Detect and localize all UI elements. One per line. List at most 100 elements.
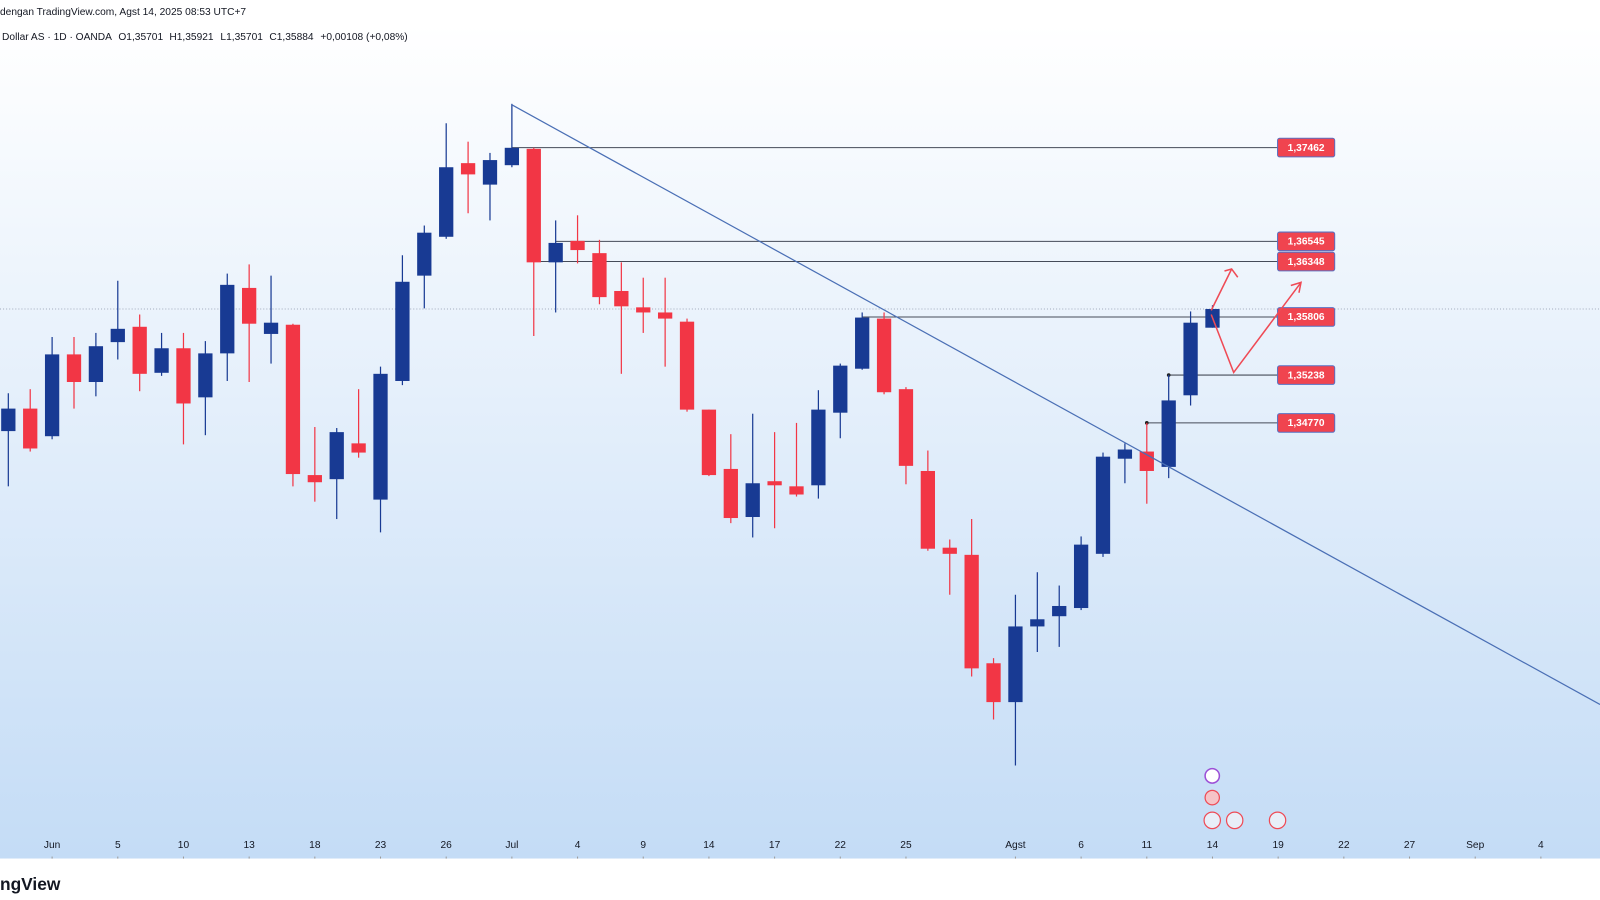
level-label-box (1277, 365, 1336, 385)
close-text: C1,35884 (269, 32, 314, 43)
x-tick-label: 9 (640, 840, 646, 851)
candle-body (745, 483, 760, 518)
candle-body (460, 163, 476, 175)
x-tick-label: 14 (1207, 840, 1219, 851)
x-tick-label: 6 (1078, 840, 1084, 851)
candle-body (329, 432, 344, 480)
event-icon[interactable] (1225, 811, 1244, 830)
plot-layer: Jun 5 10 13 18 23 26 Jul 4 9 14 17 22 25 Agst 6 11 14 19 22… (0, 103, 1600, 859)
candle-body (417, 232, 432, 276)
candle-body (723, 468, 738, 519)
level-label: 1,34770 (1288, 418, 1325, 429)
x-tick-label: Agst (1005, 840, 1026, 851)
x-tick-label: 19 (1272, 840, 1284, 851)
x-tick-label: 22 (1338, 840, 1350, 851)
x-tick-label: 23 (375, 840, 387, 851)
x-tick-label: 17 (769, 840, 781, 851)
arrow-head (1224, 268, 1239, 278)
candle-body (1030, 619, 1045, 627)
projection-arrow (1210, 268, 1233, 311)
level-label: 1,35806 (1288, 312, 1325, 323)
event-icon[interactable] (1203, 811, 1222, 830)
open-text: O1,35701 (118, 32, 163, 43)
level-label-box (1277, 251, 1336, 272)
candle-body (176, 348, 191, 404)
x-tick-label: 4 (575, 840, 581, 851)
candle-body (1008, 626, 1023, 703)
candle-body (811, 409, 826, 486)
candle-body (833, 365, 848, 413)
candle-body (1052, 605, 1067, 617)
x-tick-label: 27 (1404, 840, 1416, 851)
candle-body (482, 160, 498, 185)
candle-body (110, 328, 125, 343)
low-text: L1,35701 (220, 32, 263, 43)
candle-body (1073, 544, 1089, 609)
candle-body (351, 443, 366, 453)
x-tick-label: 5 (115, 840, 121, 851)
candle-body (942, 547, 957, 554)
candle-body (285, 324, 301, 475)
candle-body (132, 326, 147, 374)
level-label-box (1277, 137, 1336, 158)
candle-body (242, 287, 257, 324)
x-tick-label: 10 (178, 840, 190, 851)
candle-body (1095, 456, 1111, 554)
event-icon[interactable] (1204, 767, 1221, 784)
candle-body (548, 242, 563, 263)
candle-body (44, 354, 60, 437)
candle-body (614, 290, 629, 307)
candle-body (395, 281, 410, 381)
level-label: 1,36348 (1288, 257, 1325, 268)
candle-body (66, 354, 82, 383)
x-tick-label: 4 (1538, 840, 1544, 851)
x-tick-label: Sep (1466, 840, 1484, 851)
change-text: +0,00108 (+0,08%) (320, 32, 407, 43)
event-icon[interactable] (1204, 789, 1220, 806)
plot-background (0, 24, 1600, 859)
x-tick-label: 11 (1141, 840, 1152, 851)
x-tick-label: 13 (243, 840, 255, 851)
candle-body (307, 475, 322, 483)
candle-body (679, 321, 695, 410)
candle-body (636, 307, 651, 313)
candle-body (1161, 400, 1176, 467)
candle-body (23, 408, 38, 449)
level-label: 1,37462 (1288, 143, 1325, 154)
candle-body (876, 318, 892, 393)
candle-body (898, 389, 914, 466)
candle-body (855, 317, 870, 369)
arrow-head (1290, 281, 1303, 293)
candle-body (1117, 449, 1133, 459)
candle-body (920, 470, 936, 549)
candle-body (154, 348, 169, 373)
level-label-box (1277, 231, 1336, 252)
candle-body (1, 408, 16, 432)
symbol-text: Dollar AS · 1D · OANDA (2, 32, 112, 43)
candle-body (504, 147, 520, 166)
level-label: 1,35238 (1288, 370, 1325, 381)
footer-bar (0, 858, 1600, 900)
candle-body (220, 284, 235, 354)
candle-body (526, 148, 541, 263)
candle-body (767, 481, 782, 486)
candle-body (88, 346, 104, 383)
x-tick-label: Jul (505, 840, 518, 851)
candle-body (986, 663, 1001, 703)
x-tick-label: Jun (44, 840, 61, 851)
candle-body (263, 322, 279, 334)
projection-arrow (1210, 281, 1302, 374)
source-text: dengan TradingView.com, Agst 14, 2025 08… (0, 7, 246, 18)
event-icon[interactable] (1268, 811, 1287, 830)
high-text: H1,35921 (169, 32, 214, 43)
candle-body (1183, 322, 1198, 396)
x-tick-label: 18 (309, 840, 321, 851)
x-tick-label: 26 (441, 840, 453, 851)
level-label-box (1277, 307, 1336, 327)
candle-body (198, 353, 213, 398)
candle-body (657, 312, 673, 319)
x-tick-label: 14 (703, 840, 715, 851)
trend-line (510, 103, 1600, 706)
